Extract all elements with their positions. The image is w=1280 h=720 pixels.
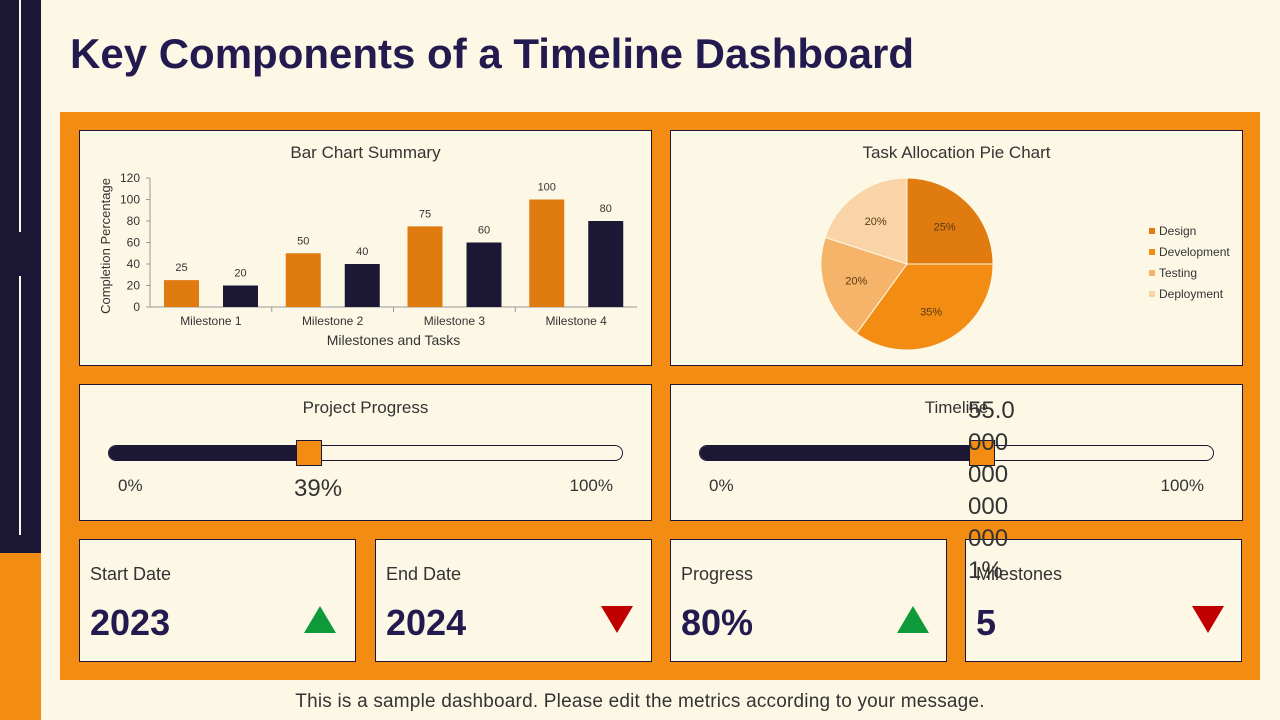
triangle-up-icon <box>304 606 336 633</box>
project-progress-track <box>108 445 623 461</box>
y-tick-label: 0 <box>133 300 140 314</box>
legend-label: Deployment <box>1159 287 1224 301</box>
kpi-progress-label: Progress <box>681 564 754 584</box>
x-tick-label: Milestone 3 <box>424 314 486 328</box>
x-tick-label: Milestone 1 <box>180 314 242 328</box>
y-tick-label: 60 <box>127 236 141 250</box>
timeline-handle[interactable] <box>969 440 996 466</box>
x-tick-label: Milestone 2 <box>302 314 364 328</box>
bar <box>407 226 443 307</box>
project-progress-handle[interactable] <box>295 440 322 466</box>
bar-data-label: 80 <box>600 203 612 215</box>
triangle-down-icon <box>1192 606 1224 633</box>
timeline-max-label: 100% <box>1160 476 1204 495</box>
pie-data-label: 20% <box>845 275 867 287</box>
triangle-down-icon <box>601 606 633 633</box>
pie-data-label: 25% <box>934 221 956 233</box>
legend-swatch <box>1149 249 1155 255</box>
kpi-progress-card: Progress 80% <box>670 539 947 662</box>
bar-data-label: 20 <box>234 268 246 280</box>
pie-chart: 25% 35% 20% 20% Design Development Testing Depl… <box>820 177 1230 351</box>
bar <box>223 285 258 307</box>
project-progress-panel: Project Progress 0% 100% 39% <box>79 384 652 521</box>
footer-note: This is a sample dashboard. Please edit … <box>295 691 985 712</box>
pie-data-label: 35% <box>920 307 942 319</box>
pie-chart-panel: Task Allocation Pie Chart 25% 35% 20% 20% De… <box>670 130 1243 366</box>
bar <box>529 199 565 307</box>
bar-data-label: 50 <box>297 235 309 247</box>
timeline-title: Timeline <box>924 398 989 417</box>
project-progress-max-label: 100% <box>569 476 613 495</box>
y-tick-label: 20 <box>127 279 141 293</box>
bar <box>344 264 380 307</box>
triangle-up-icon <box>897 606 929 633</box>
y-tick-label: 40 <box>127 257 141 271</box>
kpi-progress-value: 80% <box>681 602 754 643</box>
timeline-value: 55.0 000 000 000 000 1% <box>968 397 1015 584</box>
y-tick-label: 120 <box>120 171 140 185</box>
project-progress-title: Project Progress <box>302 398 429 417</box>
legend-swatch <box>1149 270 1155 276</box>
kpi-end-date-value: 2024 <box>386 602 467 643</box>
legend-label: Design <box>1159 224 1196 238</box>
legend-swatch <box>1149 291 1155 297</box>
kpi-start-date-label: Start Date <box>90 564 172 584</box>
pie-slice <box>820 236 908 335</box>
kpi-end-date-label: End Date <box>386 564 462 584</box>
kpi-milestones-value: 5 <box>976 602 997 643</box>
kpi-start-date-value: 2023 <box>90 602 171 643</box>
pie-slice <box>906 177 994 265</box>
y-tick-label: 80 <box>127 214 141 228</box>
project-progress-fill <box>109 446 310 460</box>
left-accent-notch <box>19 232 21 276</box>
pie-slice <box>855 263 994 351</box>
bar-data-label: 75 <box>419 208 431 220</box>
bar-data-label: 100 <box>538 182 556 194</box>
pie-slice <box>824 177 908 265</box>
bar-chart-panel: Bar Chart Summary 0 20 40 60 80 100 120 25 20 Mil… <box>79 130 652 366</box>
timeline-min-label: 0% <box>709 476 734 495</box>
left-accent-bar-orange <box>0 553 41 720</box>
legend-label: Testing <box>1159 266 1197 280</box>
kpi-start-date-card: Start Date 2023 <box>79 539 356 662</box>
bar-data-label: 25 <box>175 262 187 274</box>
kpi-milestones-label: Milestones <box>976 564 1063 584</box>
bar <box>466 242 502 307</box>
page-title: Key Components of a Timeline Dashboard <box>70 30 915 77</box>
pie-data-label: 20% <box>865 216 887 228</box>
bar-data-label: 60 <box>478 225 490 237</box>
pie-chart-title: Task Allocation Pie Chart <box>862 143 1051 162</box>
bar <box>164 280 199 307</box>
x-tick-label: Milestone 4 <box>545 314 607 328</box>
y-axis-title: Completion Percentage <box>98 178 113 314</box>
timeline-track <box>699 445 1214 461</box>
x-axis-title: Milestones and Tasks <box>327 332 461 348</box>
legend-swatch <box>1149 228 1155 234</box>
y-tick-label: 100 <box>120 193 140 207</box>
kpi-end-date-card: End Date 2024 <box>375 539 652 662</box>
legend-label: Development <box>1159 245 1230 259</box>
project-progress-min-label: 0% <box>118 476 143 495</box>
bar-data-label: 40 <box>356 246 368 258</box>
bar-chart-title: Bar Chart Summary <box>290 143 441 162</box>
project-progress-value: 39% <box>294 475 343 502</box>
timeline-fill <box>700 446 983 460</box>
bar <box>285 253 321 307</box>
bar <box>588 221 624 307</box>
bar-chart: 0 20 40 60 80 100 120 25 20 Milestone 1 50 40 Milest… <box>98 171 637 348</box>
timeline-panel: Timeline 0% 100% <box>670 384 1243 521</box>
kpi-milestones-card: Milestones 5 <box>965 539 1242 662</box>
